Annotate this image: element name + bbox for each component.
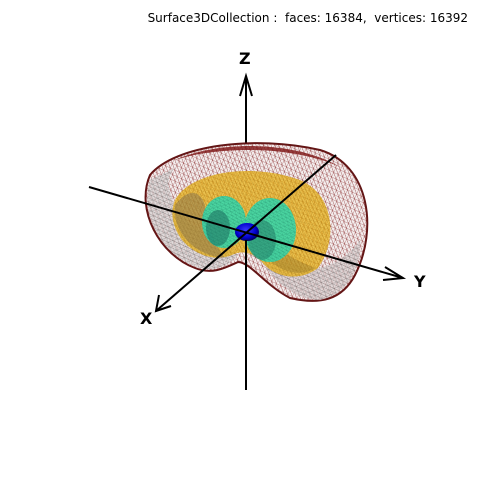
y-axis-label: Y	[413, 272, 426, 291]
x-axis-line	[155, 154, 337, 312]
z-axis-arrowhead	[239, 72, 253, 97]
x-axis-label: X	[140, 309, 153, 328]
inner-mesh-surface	[202, 196, 296, 262]
y-axis-arrowhead	[382, 266, 407, 281]
figure-title: Surface3DCollection : faces: 16384, vert…	[147, 11, 468, 25]
z-axis-label: Z	[239, 49, 251, 68]
x-axis-arrowhead	[154, 294, 172, 313]
